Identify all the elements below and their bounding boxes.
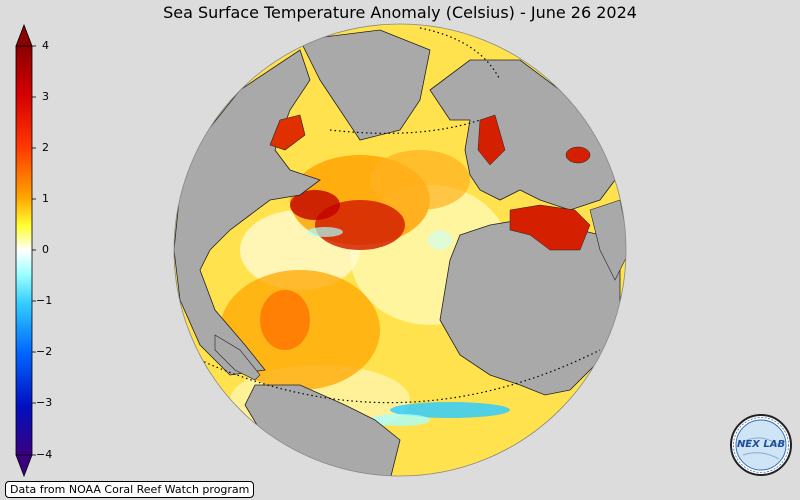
colorbar-tick-label: −1 xyxy=(36,294,53,307)
nexlab-logo-icon: NEX LAB xyxy=(730,414,792,476)
globe-surface xyxy=(174,24,626,476)
globe-outline xyxy=(173,23,627,477)
colorbar-tick-label: −3 xyxy=(36,396,53,409)
map-title: Sea Surface Temperature Anomaly (Celsius… xyxy=(163,3,637,22)
logo-text: NEX LAB xyxy=(737,439,785,450)
colorbar xyxy=(15,23,36,478)
colorbar-tick-label: 1 xyxy=(42,192,49,205)
colorbar-tick-label: −4 xyxy=(36,448,53,461)
colorbar-tick-label: 4 xyxy=(42,39,49,52)
colorbar-min-extend xyxy=(15,454,33,478)
colorbar-tick-label: 2 xyxy=(42,141,49,154)
data-source-label: Data from NOAA Coral Reef Watch program xyxy=(5,481,255,498)
colorbar-tick-label: 0 xyxy=(42,243,49,256)
colorbar-tick-label: −2 xyxy=(36,345,53,358)
colorbar-tick-label: 3 xyxy=(42,90,49,103)
